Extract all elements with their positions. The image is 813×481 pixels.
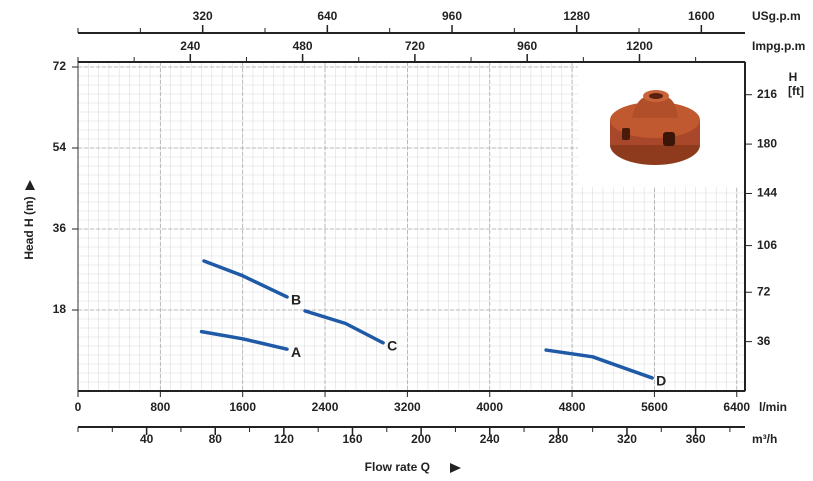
- x-tick-label: 6400: [723, 400, 750, 414]
- axis-tick-label: 720: [405, 39, 425, 53]
- axis-tick-label: 80: [209, 432, 223, 446]
- axis-unit: Impg.p.m: [752, 39, 805, 53]
- y2-tick-label: 36: [757, 334, 771, 348]
- impeller-image: [610, 90, 700, 165]
- axis-tick-label: 280: [548, 432, 568, 446]
- x-axis-title: Flow rate Q: [365, 460, 430, 474]
- axis-tick-label: 160: [342, 432, 362, 446]
- axis-tick-label: 360: [686, 432, 706, 446]
- axis-tick-label: 40: [140, 432, 154, 446]
- curve: [544, 348, 654, 380]
- y2-tick-label: 144: [757, 186, 777, 200]
- axis-tick-label: 1200: [626, 39, 653, 53]
- x-unit: l/min: [759, 400, 787, 414]
- y-tick-label: 72: [53, 59, 67, 73]
- axis-tick-label: 1600: [688, 9, 715, 23]
- curve: [202, 259, 289, 299]
- x-tick-label: 1600: [229, 400, 256, 414]
- curve-label: C: [387, 338, 397, 354]
- x-tick-label: 3200: [394, 400, 421, 414]
- x-tick-label: 2400: [312, 400, 339, 414]
- axis-tick-label: 120: [274, 432, 294, 446]
- axis-tick-label: 320: [193, 9, 213, 23]
- axis-tick-label: 480: [293, 39, 313, 53]
- x-tick-label: 5600: [641, 400, 668, 414]
- axis-tick-label: 200: [411, 432, 431, 446]
- axis-tick-label: 640: [317, 9, 337, 23]
- curve: [303, 309, 385, 345]
- y2-tick-label: 72: [757, 284, 771, 298]
- axis-tick-label: 960: [442, 9, 462, 23]
- y2-tick-label: 180: [757, 136, 777, 150]
- axis-tick-label: 960: [517, 39, 537, 53]
- y2-title: H: [789, 70, 798, 84]
- axis-unit: USg.p.m: [752, 9, 801, 23]
- x-tick-label: 4000: [476, 400, 503, 414]
- curve-label: B: [291, 292, 301, 308]
- axis-tick-label: 240: [480, 432, 500, 446]
- y-tick-label: 36: [53, 221, 67, 235]
- y-tick-label: 54: [53, 140, 67, 154]
- x-tick-label: 800: [150, 400, 170, 414]
- axis-tick-label: 240: [180, 39, 200, 53]
- y-axis-title: Head H (m): [22, 196, 36, 259]
- y2-tick-label: 106: [757, 238, 777, 252]
- axis-tick-label: 1280: [563, 9, 590, 23]
- curve-label: D: [656, 373, 666, 389]
- x-tick-label: 4800: [559, 400, 586, 414]
- y2-tick-label: 216: [757, 87, 777, 101]
- x-arrow: [450, 463, 461, 473]
- y-arrow: [25, 180, 35, 190]
- axis-tick-label: 320: [617, 432, 637, 446]
- y2-unit: [ft]: [788, 84, 804, 98]
- axis-unit: m³/h: [752, 432, 777, 446]
- curve: [199, 329, 289, 351]
- y-tick-label: 18: [53, 302, 67, 316]
- x-tick-label: 0: [75, 400, 82, 414]
- curve-label: A: [291, 344, 301, 360]
